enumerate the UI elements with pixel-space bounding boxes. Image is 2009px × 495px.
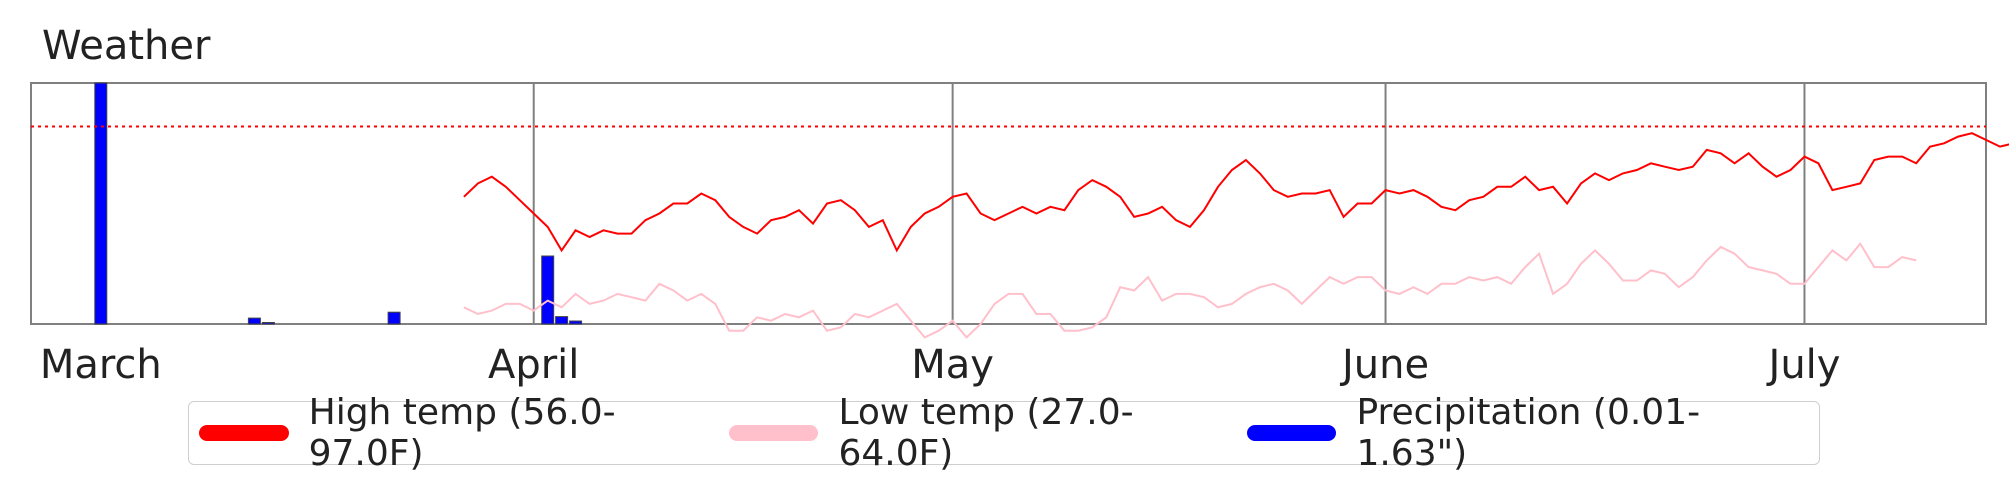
legend-swatch-high	[199, 425, 289, 441]
low-temp-line	[463, 241, 1917, 339]
precip-bar	[387, 311, 401, 325]
precipitation-bars	[94, 82, 583, 325]
legend-label-precip: Precipitation (0.01-1.63")	[1356, 392, 1701, 474]
legend: High temp (56.0-97.0F) Low temp (27.0-64…	[188, 392, 1820, 474]
precip-bar	[94, 82, 108, 325]
legend-item-precip: Precipitation (0.01-1.63")	[1246, 392, 1809, 474]
precip-bar	[261, 322, 275, 325]
precip-bar	[569, 320, 583, 325]
month-label: July	[1766, 342, 1841, 388]
month-label: May	[911, 342, 994, 388]
chart-title: Weather	[42, 23, 211, 69]
precip-bar	[555, 316, 569, 325]
month-label: June	[1339, 342, 1429, 388]
x-axis-month-labels: March April May June July	[40, 342, 1841, 388]
legend-item-low: Low temp (27.0-64.0F)	[728, 392, 1247, 474]
legend-label-high: High temp (56.0-97.0F)	[308, 392, 616, 474]
legend-swatch-precip	[1246, 425, 1337, 441]
legend-item-high: High temp (56.0-97.0F)	[199, 392, 729, 474]
legend-label-low: Low temp (27.0-64.0F)	[838, 392, 1134, 474]
legend-swatch-low	[728, 425, 819, 441]
month-label: April	[488, 342, 579, 388]
precip-bar	[247, 317, 261, 325]
high-temp-line	[463, 132, 2009, 253]
weather-chart: Weather March April May June July	[30, 23, 2009, 388]
precip-bar	[541, 255, 555, 325]
month-label: March	[40, 342, 162, 388]
plot-area	[30, 82, 1987, 325]
